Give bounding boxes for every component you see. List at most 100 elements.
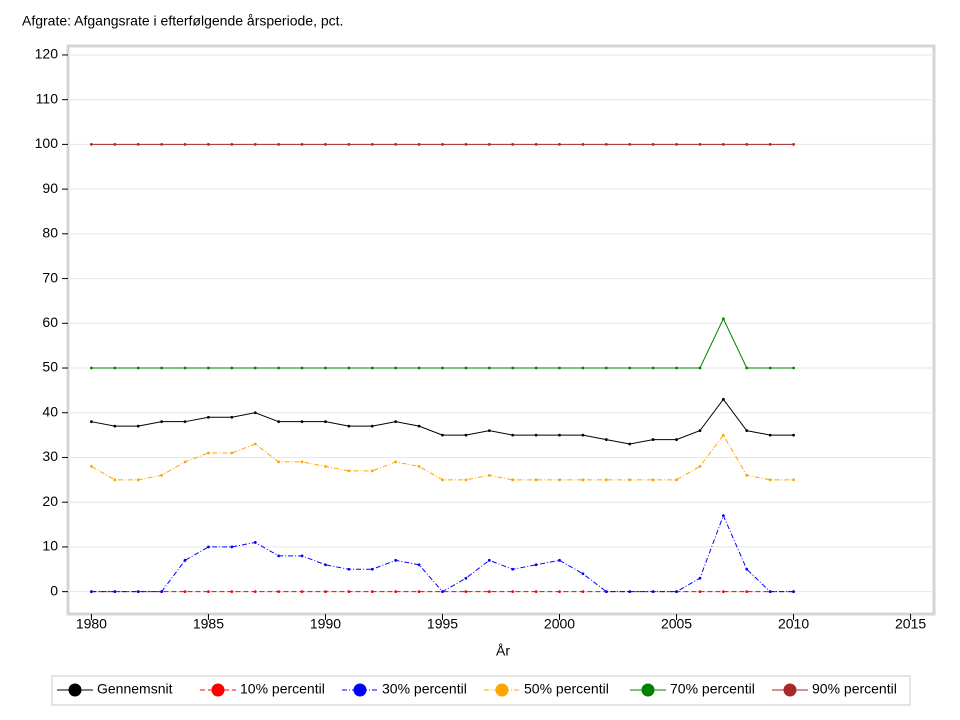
legend-marker [783,683,797,697]
point [136,478,140,482]
y-tick-label: 120 [35,46,59,62]
point [487,366,491,370]
point [394,142,398,146]
point [581,142,585,146]
point [721,514,725,518]
point [558,142,561,146]
legend-marker [353,683,367,697]
point [745,590,749,594]
x-tick-label: 1990 [310,616,341,632]
point [792,142,795,146]
plot-area [66,44,936,616]
point [160,142,164,146]
point [698,429,702,433]
point [721,317,725,321]
y-tick-label: 70 [42,269,58,285]
point [370,424,374,428]
point [487,429,491,433]
point [745,473,749,477]
point [253,541,257,544]
point [698,142,702,146]
point [721,433,725,437]
x-tick-label: 1995 [427,616,458,632]
point [347,590,351,594]
point [347,366,351,370]
point [768,590,772,594]
point [745,142,749,146]
point [417,366,421,370]
point [628,478,632,482]
legend-label: Gennemsnit [97,681,173,697]
point [534,142,538,146]
point [464,590,468,594]
point [136,142,140,146]
point [370,567,374,571]
point [721,590,725,594]
point [651,478,655,482]
point [511,478,515,482]
legend-label: 90% percentil [812,681,897,697]
point [207,366,210,370]
legend [51,675,911,706]
legend-label: 10% percentil [240,681,325,697]
point [113,366,117,370]
y-tick-label: 110 [36,90,59,106]
point [230,366,234,370]
point [768,478,772,482]
point [745,567,749,571]
y-tick-label: 80 [42,225,58,241]
point [768,366,772,370]
point [441,478,444,482]
point [792,590,795,594]
point [277,590,281,594]
point [253,442,257,446]
point [698,465,702,468]
point [207,545,210,549]
point [651,142,655,146]
point [300,460,304,464]
point [394,460,398,464]
point [581,590,585,594]
point [324,590,327,594]
point [604,438,608,441]
point [277,142,281,146]
point [370,590,374,594]
point [347,469,351,473]
point [183,590,187,594]
point [558,590,561,594]
point [277,366,281,370]
point [90,420,93,424]
point [324,465,327,468]
point [253,411,257,415]
point [698,590,702,594]
point [441,590,444,594]
y-tick-label: 90 [42,180,58,196]
point [113,142,117,146]
point [768,433,772,437]
point [792,433,795,437]
point [207,451,210,455]
point [651,366,655,370]
point [324,420,327,424]
point [581,366,585,370]
y-tick-label: 30 [42,448,58,464]
legend-label: 30% percentil [382,681,467,697]
point [300,420,304,424]
legend-marker [641,683,655,697]
point [534,590,538,594]
point [277,554,281,558]
point [394,366,398,370]
point [441,142,444,146]
point [394,558,398,562]
point [487,142,491,146]
point [698,576,702,580]
point [487,558,491,562]
point [347,424,351,428]
point [370,142,374,146]
point [300,554,304,558]
point [464,142,468,146]
point [464,366,468,370]
x-tick-label: 2015 [895,616,926,632]
point [90,142,93,146]
x-axis-label: År [496,643,510,659]
